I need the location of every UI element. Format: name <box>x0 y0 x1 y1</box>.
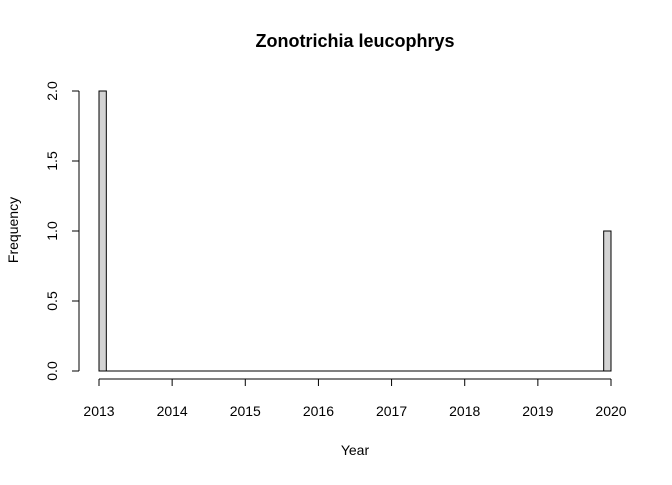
x-tick-label: 2013 <box>83 403 114 419</box>
x-tick-label: 2019 <box>522 403 553 419</box>
x-axis: 2013 2014 2015 2016 2017 2018 2019 2020 <box>83 378 627 419</box>
y-axis-label: Frequency <box>5 197 21 263</box>
x-axis-label: Year <box>341 442 370 458</box>
x-tick-label: 2014 <box>157 403 188 419</box>
histogram-bar <box>98 90 107 372</box>
bars-layer <box>98 90 612 372</box>
y-axis: 0.0 0.5 1.0 1.5 2.0 <box>44 81 80 381</box>
x-tick-label: 2018 <box>449 403 480 419</box>
y-tick-label: 1.0 <box>44 221 60 241</box>
histogram-bar <box>603 230 612 372</box>
y-tick-label: 0.5 <box>44 291 60 311</box>
y-tick-label: 1.5 <box>44 151 60 171</box>
y-tick-label: 2.0 <box>44 81 60 101</box>
x-tick-label: 2020 <box>595 403 626 419</box>
x-tick-label: 2016 <box>303 403 334 419</box>
chart-title: Zonotrichia leucophrys <box>255 31 454 51</box>
y-tick-label: 0.0 <box>44 361 60 381</box>
x-tick-label: 2015 <box>230 403 261 419</box>
x-tick-label: 2017 <box>376 403 407 419</box>
